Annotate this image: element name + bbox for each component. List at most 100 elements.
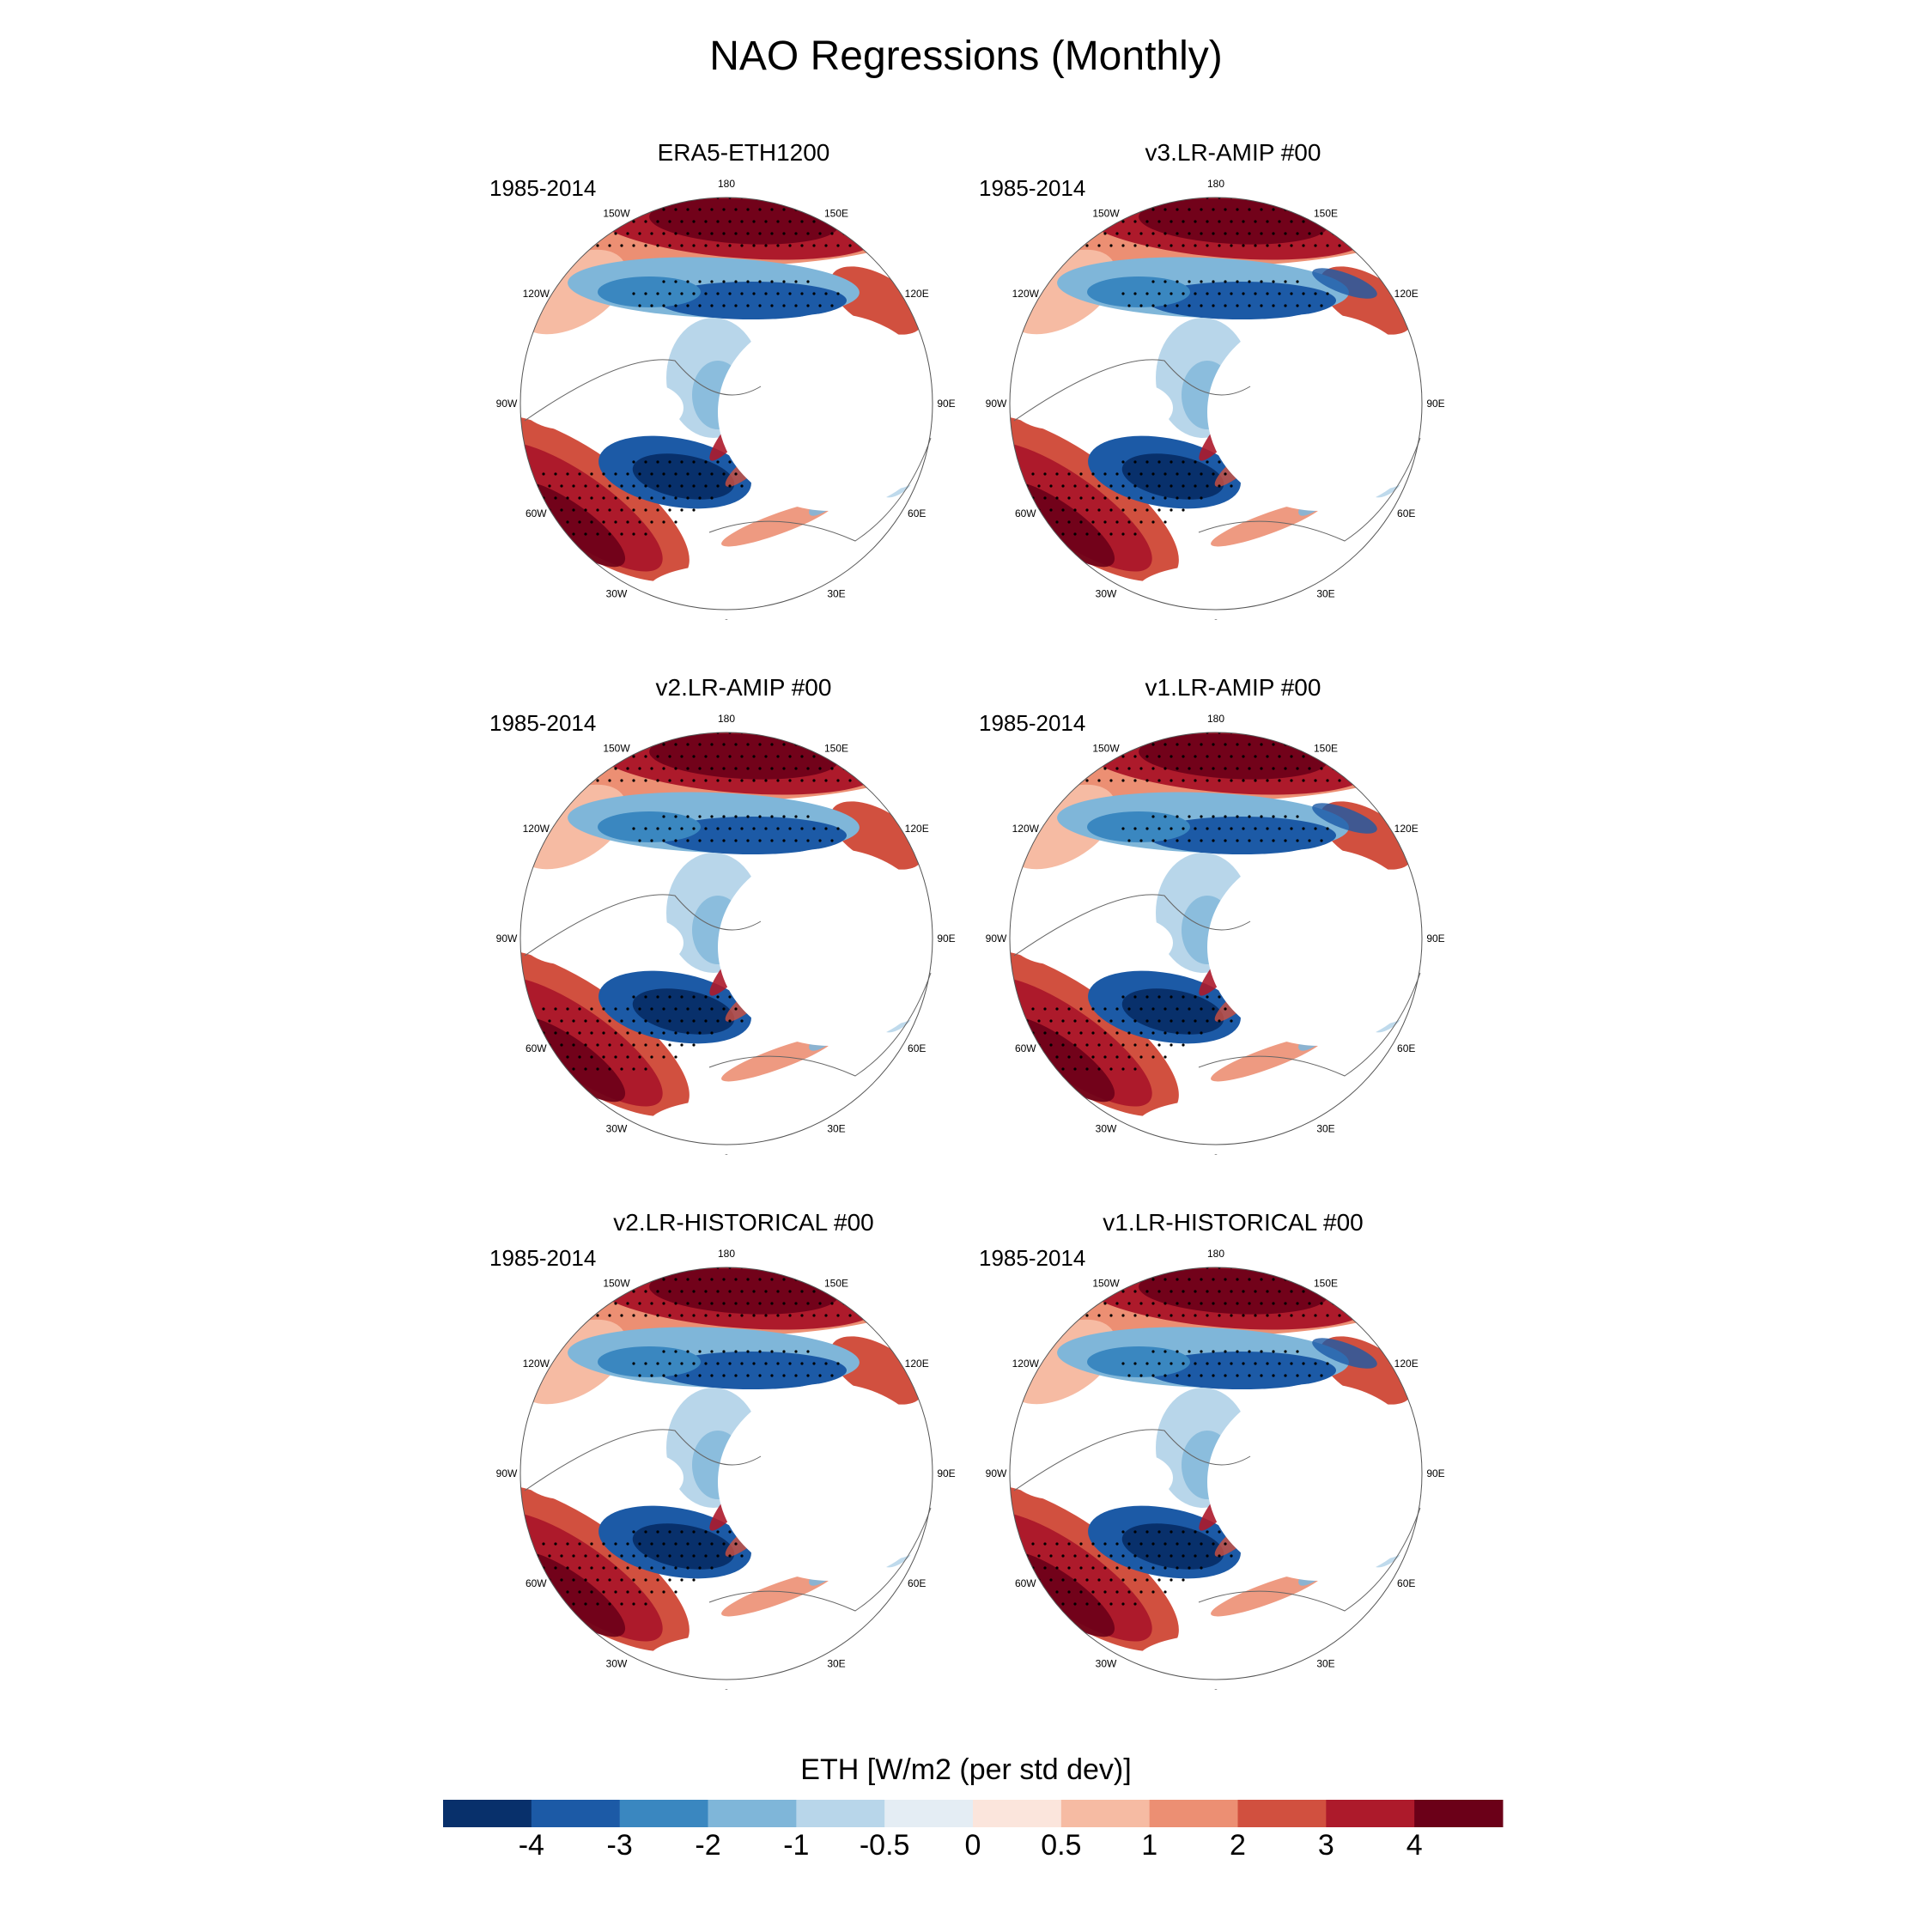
- longitude-label: 90E: [937, 1467, 955, 1479]
- longitude-label: 60W: [526, 1577, 547, 1589]
- longitude-label: 150W: [603, 742, 630, 754]
- longitude-label: 120E: [1394, 823, 1419, 835]
- longitude-label: 150W: [603, 1277, 630, 1289]
- longitude-label: 30W: [606, 1658, 628, 1670]
- longitude-label: 150W: [1092, 742, 1120, 754]
- longitude-label: 120W: [523, 1358, 550, 1370]
- longitude-label: 150E: [824, 742, 848, 754]
- longitude-label: 60E: [1397, 1042, 1415, 1054]
- colorbar-segment: [619, 1800, 708, 1827]
- polar-map: 180 150E 120E 90E 60E 30E 0 30W 60W 90W 120W 150W: [496, 1248, 956, 1690]
- longitude-label: 120E: [1394, 1358, 1419, 1370]
- period-label: 1985-2014: [489, 710, 597, 736]
- longitude-label: 180: [1207, 713, 1224, 725]
- longitude-label: 180: [718, 713, 735, 725]
- colorbar-segment: [531, 1800, 621, 1827]
- longitude-label: 30E: [1316, 1123, 1334, 1135]
- longitude-label: 150E: [824, 1277, 848, 1289]
- period-label: 1985-2014: [979, 175, 1086, 201]
- longitude-label: 90W: [986, 1467, 1007, 1479]
- panel-title: ERA5-ETH1200: [657, 139, 830, 166]
- colorbar-tick-label: 0.5: [1041, 1829, 1082, 1862]
- longitude-label: 30W: [1096, 588, 1117, 600]
- longitude-label: 150E: [1314, 742, 1338, 754]
- longitude-label: 90W: [496, 398, 518, 410]
- longitude-label: 60W: [526, 507, 547, 519]
- colorbar-title: ETH [W/m2 (per std dev)]: [800, 1753, 1132, 1786]
- polar-map: 180 150E 120E 90E 60E 30E 0 30W 60W 90W 120W 150W: [496, 713, 956, 1155]
- longitude-label: 180: [718, 1248, 735, 1260]
- colorbar-segment: [796, 1800, 885, 1827]
- longitude-label: 90W: [986, 398, 1007, 410]
- longitude-label: 120W: [1012, 1358, 1040, 1370]
- colorbar-tick-label: 1: [1141, 1829, 1158, 1862]
- longitude-label: 90E: [1426, 398, 1444, 410]
- longitude-label: 0: [1213, 1687, 1219, 1690]
- longitude-label: 60W: [1015, 1042, 1036, 1054]
- longitude-label: 120W: [523, 823, 550, 835]
- panel-title: v3.LR-AMIP #00: [1145, 139, 1321, 166]
- longitude-label: 90E: [937, 398, 955, 410]
- longitude-label: 150W: [1092, 1277, 1120, 1289]
- colorbar-tick-label: -3: [606, 1829, 633, 1862]
- longitude-label: 120E: [905, 288, 929, 300]
- polar-map: 180 150E 120E 90E 60E 30E 0 30W 60W 90W 120W 150W: [986, 713, 1445, 1155]
- longitude-label: 60W: [526, 1042, 547, 1054]
- colorbar-segment: [708, 1800, 797, 1827]
- longitude-label: 90E: [1426, 933, 1444, 945]
- longitude-label: 150W: [603, 207, 630, 219]
- longitude-label: 120W: [1012, 823, 1040, 835]
- polar-map: 180 150E 120E 90E 60E 30E 0 30W 60W 90W 120W 150W: [986, 178, 1445, 620]
- longitude-label: 30W: [1096, 1123, 1117, 1135]
- period-label: 1985-2014: [489, 1245, 597, 1271]
- panel-title: v1.LR-HISTORICAL #00: [1103, 1209, 1364, 1236]
- longitude-label: 0: [724, 617, 730, 620]
- panel-title: v1.LR-AMIP #00: [1145, 674, 1321, 701]
- panel-title: v2.LR-HISTORICAL #00: [613, 1209, 874, 1236]
- longitude-label: 90W: [496, 1467, 518, 1479]
- longitude-label: 0: [724, 1687, 730, 1690]
- period-label: 1985-2014: [489, 175, 597, 201]
- colorbar-segment: [1060, 1800, 1151, 1827]
- map-panel: v2.LR-HISTORICAL #00 1985-2014 180 150E 120E…: [477, 1209, 1010, 1690]
- polar-map: 180 150E 120E 90E 60E 30E 0 30W 60W 90W 120W 150W: [496, 178, 956, 620]
- longitude-label: 180: [718, 178, 735, 190]
- colorbar-segment: [1237, 1800, 1327, 1827]
- longitude-label: 180: [1207, 1248, 1224, 1260]
- longitude-label: 90W: [986, 933, 1007, 945]
- longitude-label: 120W: [1012, 288, 1040, 300]
- longitude-label: 30W: [606, 588, 628, 600]
- longitude-label: 120E: [905, 823, 929, 835]
- colorbar-segment: [443, 1800, 532, 1827]
- longitude-label: 150E: [1314, 207, 1338, 219]
- colorbar-tick-label: 4: [1406, 1829, 1423, 1862]
- longitude-label: 180: [1207, 178, 1224, 190]
- longitude-label: 60W: [1015, 1577, 1036, 1589]
- longitude-label: 60E: [1397, 507, 1415, 519]
- longitude-label: 60E: [908, 1577, 926, 1589]
- longitude-label: 30W: [1096, 1658, 1117, 1670]
- colorbar-tick-label: -0.5: [859, 1829, 910, 1862]
- longitude-label: 150W: [1092, 207, 1120, 219]
- longitude-label: 30W: [606, 1123, 628, 1135]
- longitude-label: 30E: [827, 1658, 845, 1670]
- map-panel: ERA5-ETH1200 1985-2014 180 150E 120E 90E 60E 30…: [477, 139, 1010, 620]
- colorbar-segment: [1149, 1800, 1238, 1827]
- longitude-label: 60E: [1397, 1577, 1415, 1589]
- longitude-label: 120E: [1394, 288, 1419, 300]
- map-panel: v2.LR-AMIP #00 1985-2014 180 150E 120E 90E 60E…: [477, 674, 1010, 1155]
- colorbar-segment: [884, 1800, 974, 1827]
- longitude-label: 150E: [1314, 1277, 1338, 1289]
- colorbar-tick-label: -1: [783, 1829, 810, 1862]
- longitude-label: 150E: [824, 207, 848, 219]
- map-panel: v1.LR-HISTORICAL #00 1985-2014 180 150E 120E…: [967, 1209, 1499, 1690]
- longitude-label: 0: [724, 1152, 730, 1155]
- longitude-label: 30E: [1316, 1658, 1334, 1670]
- longitude-label: 30E: [827, 588, 845, 600]
- longitude-label: 90W: [496, 933, 518, 945]
- longitude-label: 0: [1213, 1152, 1219, 1155]
- colorbar-tick-label: 3: [1317, 1829, 1334, 1862]
- map-panel: v3.LR-AMIP #00 1985-2014 180 150E 120E 90E 60E…: [967, 139, 1499, 620]
- longitude-label: 60E: [908, 507, 926, 519]
- period-label: 1985-2014: [979, 710, 1086, 736]
